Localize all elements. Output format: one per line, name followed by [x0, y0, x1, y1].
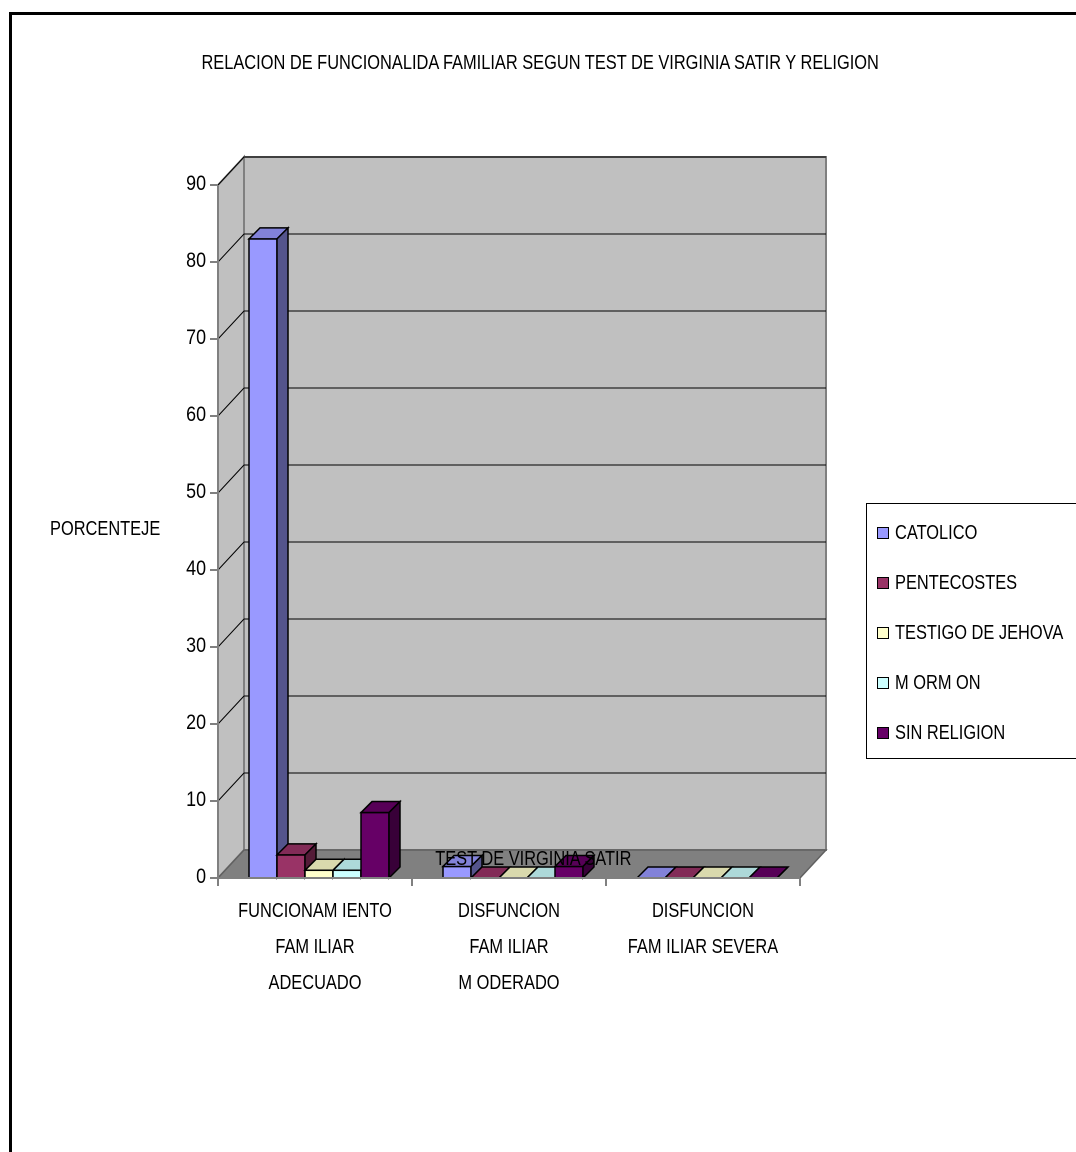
y-tick-label: 40	[186, 557, 206, 580]
chart-axes	[210, 184, 801, 886]
legend-swatch	[877, 677, 889, 689]
bar	[553, 853, 596, 880]
side-wall	[217, 154, 245, 881]
chart-frame	[9, 12, 1076, 1152]
legend-label: M ORM ON	[895, 671, 981, 694]
y-tick-label: 80	[186, 249, 206, 272]
bar-front	[332, 869, 362, 879]
back-wall	[243, 156, 827, 851]
legend-label: TESTIGO DE JEHOVA	[895, 621, 1064, 644]
legend-item: M ORM ON	[877, 668, 999, 698]
chart-legend: CATOLICO PENTECOSTES TESTIGO DE JEHOVA M OR…	[866, 503, 1076, 759]
bar-front	[304, 869, 334, 879]
legend-swatch	[877, 527, 889, 539]
bar-side	[388, 799, 401, 880]
y-tick-label: 10	[186, 788, 206, 811]
bar-side	[776, 866, 789, 879]
y-tick-label: 50	[186, 480, 206, 503]
bar-front	[248, 238, 278, 879]
chart-walls	[216, 154, 828, 881]
chart-title: RELACION DE FUNCIONALIDA FAMILIAR SEGUN …	[201, 52, 879, 74]
gridline-side	[217, 772, 245, 802]
legend-item: CATOLICO	[877, 518, 995, 548]
x-category-label: DISFUNCION FAM ILIAR M ODERADO	[457, 900, 561, 994]
gridline-side	[217, 233, 245, 263]
y-tick-label: 90	[186, 172, 206, 195]
legend-item: SIN RELIGION	[877, 718, 1029, 748]
bar	[359, 799, 402, 880]
legend-label: CATOLICO	[895, 521, 978, 544]
y-tick-label: 0	[196, 865, 206, 888]
legend-swatch	[877, 727, 889, 739]
x-axis-label: TEST DE VIRGINIA SATIR	[435, 848, 632, 870]
legend-item: PENTECOSTES	[877, 568, 1044, 598]
legend-label: SIN RELIGION	[895, 721, 1006, 744]
gridline-side	[217, 464, 245, 494]
chart-bars	[247, 226, 790, 880]
y-axis-label: PORCENTEJE	[50, 518, 161, 540]
gridline-side	[217, 310, 245, 340]
legend-item: TESTIGO DE JEHOVA	[877, 618, 1076, 648]
x-category-label: FUNCIONAM IENTO FAM ILIAR ADECUADO	[238, 900, 392, 994]
y-tick-label: 60	[186, 403, 206, 426]
bar	[441, 853, 484, 880]
y-tick-label: 20	[186, 711, 206, 734]
gridline-side	[217, 695, 245, 725]
bar-side	[276, 226, 289, 880]
gridline-side	[217, 156, 245, 186]
gridline-side	[217, 387, 245, 417]
gridline-side	[217, 541, 245, 571]
bar-side	[582, 853, 595, 880]
bar	[247, 226, 290, 880]
gridline-side	[217, 618, 245, 648]
y-tick-label: 70	[186, 326, 206, 349]
legend-swatch	[877, 627, 889, 639]
x-category-label: DISFUNCION FAM ILIAR SEVERA	[627, 900, 779, 958]
legend-swatch	[877, 577, 889, 589]
legend-label: PENTECOSTES	[895, 571, 1018, 594]
y-tick-label: 30	[186, 634, 206, 657]
